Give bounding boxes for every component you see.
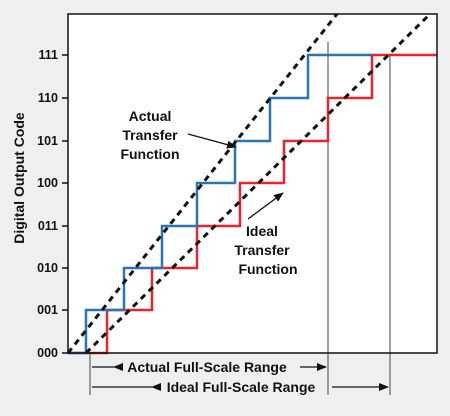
- y-tick-label: 111: [39, 48, 59, 62]
- ideal-annotation-arrow: [247, 192, 284, 220]
- ideal-range-label: Ideal Full-Scale Range: [167, 379, 316, 395]
- actual-annotation: Actual Transfer Function: [120, 108, 237, 162]
- y-tick-labels: 000 001 010 011 100 101 110 111: [37, 48, 58, 360]
- y-tick-label: 100: [37, 176, 58, 190]
- ideal-annotation-line: Transfer: [234, 242, 290, 258]
- y-tick-label: 011: [38, 219, 58, 233]
- actual-annotation-arrow: [187, 133, 237, 149]
- y-ticks: [62, 54, 68, 354]
- actual-annotation-line: Actual: [129, 108, 172, 124]
- y-tick-label: 101: [37, 134, 58, 148]
- actual-annotation-line: Function: [120, 146, 179, 162]
- actual-range-dimension: Actual Full-Scale Range: [92, 359, 327, 375]
- ideal-transfer-function: [68, 53, 437, 355]
- y-tick-label: 010: [37, 261, 58, 275]
- ideal-dashed-line: [84, 12, 432, 355]
- ideal-range-dimension: Ideal Full-Scale Range: [92, 379, 389, 395]
- y-tick-label: 110: [38, 91, 58, 105]
- actual-range-label: Actual Full-Scale Range: [127, 359, 287, 375]
- ideal-annotation: Ideal Transfer Function: [234, 192, 298, 277]
- y-tick-label: 000: [37, 346, 58, 360]
- actual-annotation-line: Transfer: [122, 127, 178, 143]
- y-axis-title: Digital Output Code: [11, 112, 27, 244]
- actual-transfer-function: [68, 53, 372, 355]
- y-tick-label: 001: [37, 303, 58, 317]
- ideal-annotation-line: Function: [238, 261, 297, 277]
- ideal-annotation-line: Ideal: [246, 223, 278, 239]
